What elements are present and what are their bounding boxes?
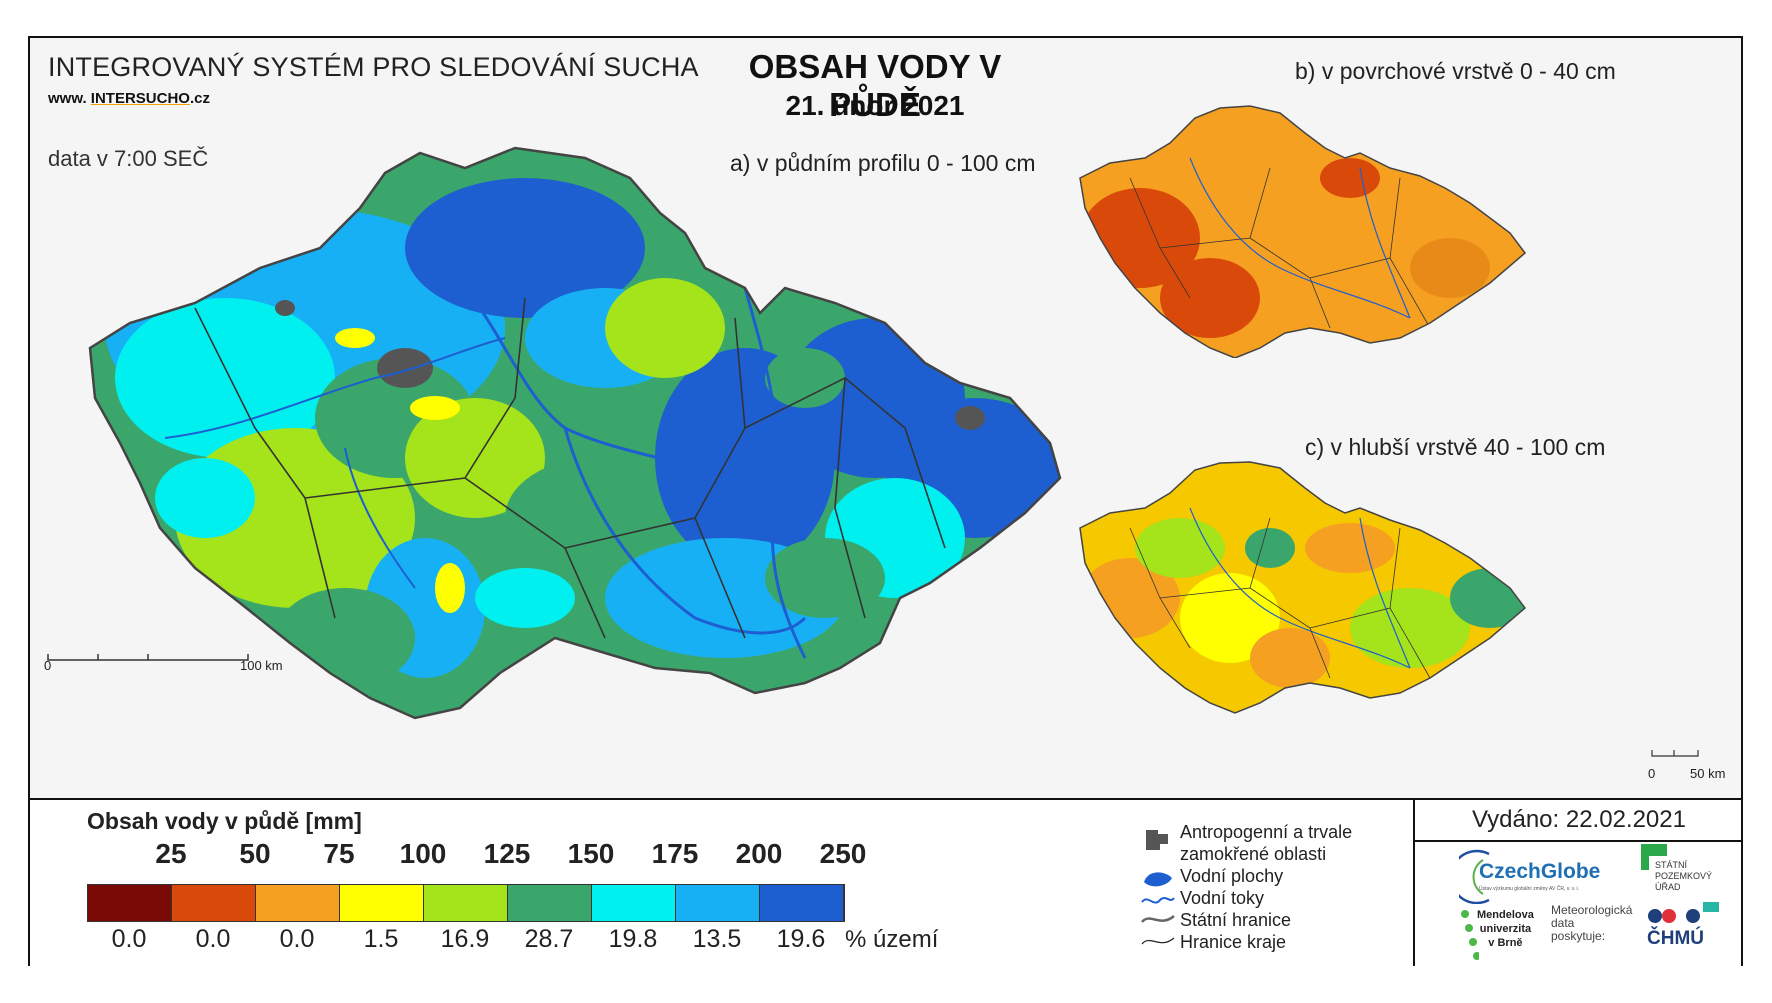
main-date: 21. únor 2021: [785, 90, 965, 121]
symbol-rivers: Vodní toky: [1180, 888, 1265, 908]
legend-percent: 28.7: [524, 925, 574, 953]
symbol-state-border: Státní hranice: [1180, 910, 1292, 930]
chmu-logo: ČHMÚ: [1647, 906, 1727, 956]
legend-swatch: [760, 885, 844, 921]
legend-percent: 19.8: [608, 925, 658, 953]
map-area: INTEGROVANÝ SYSTÉM PRO SLEDOVÁNÍ SUCHA w…: [30, 38, 1741, 798]
legend-swatch: [256, 885, 340, 921]
mendel-line-3: v Brně: [1488, 937, 1523, 949]
spu-line-2: POZEMKOVÝ: [1655, 871, 1713, 881]
web-main: INTERSUCHO: [90, 90, 190, 107]
scale-main-end: 100 km: [240, 658, 283, 673]
mendel-line-2: univerzita: [1479, 923, 1532, 935]
mendelu-logo: Mendelova univerzita v Brně: [1459, 908, 1539, 966]
map-poster: INTEGROVANÝ SYSTÉM PRO SLEDOVÁNÍ SUCHA w…: [28, 36, 1743, 966]
legend-title: Obsah vody v půdě [mm]: [87, 808, 362, 834]
scale-small-start: 0: [1648, 766, 1656, 781]
met-line-3: poskytuje:: [1551, 929, 1606, 943]
map-c: [1079, 461, 1527, 714]
legend-percent: 1.5: [363, 925, 399, 953]
legend-threshold: 50: [239, 838, 271, 869]
legend-threshold: 150: [567, 838, 615, 869]
legend-threshold: 75: [323, 838, 355, 869]
met-line-1: Meteorologická: [1551, 903, 1633, 917]
water-body-icon: [1144, 872, 1172, 887]
czechglobe-name: CzechGlobe: [1479, 860, 1601, 883]
scale-bar-small: [1651, 750, 1699, 757]
river-icon: [1141, 897, 1175, 904]
legend-percent: 0.0: [279, 925, 315, 953]
anthropogenic-icon: [1146, 830, 1168, 850]
map-a-label: a) v půdním profilu 0 - 100 cm: [730, 150, 1036, 176]
percent-unit: % území: [845, 926, 939, 953]
symbol-region-border: Hranice kraje: [1180, 932, 1287, 952]
legend-percent: 16.9: [440, 925, 490, 953]
mendel-line-1: Mendelova: [1477, 909, 1534, 921]
map-b: [1079, 105, 1527, 358]
czechglobe-logo: CzechGlobe Ústav výzkumu globální změny …: [1459, 848, 1601, 904]
issued-date: Vydáno: 22.02.2021: [1415, 800, 1743, 842]
system-title: INTEGROVANÝ SYSTÉM PRO SLEDOVÁNÍ SUCHA: [48, 52, 699, 82]
symbol-anthropogenic-2: zamokřené oblasti: [1180, 844, 1327, 864]
legend-threshold: 25: [155, 838, 187, 869]
legend-threshold: 100: [399, 838, 447, 869]
map-b-label: b) v povrchové vrstvě 0 - 40 cm: [1295, 58, 1616, 84]
legend-percent: 0.0: [195, 925, 231, 953]
czechglobe-subtitle: Ústav výzkumu globální změny AV ČR, v. v…: [1479, 886, 1580, 892]
legend-threshold: 250: [819, 838, 867, 869]
issuer-box: Vydáno: 22.02.2021 CzechGlobe Ústav výzk…: [1413, 800, 1743, 966]
scale-main-start: 0: [44, 658, 52, 673]
map-c-label: c) v hlubší vrstvě 40 - 100 cm: [1305, 434, 1606, 460]
legend-swatch: [676, 885, 760, 921]
data-time: data v 7:00 SEČ: [48, 146, 209, 171]
legend-percent: 13.5: [692, 925, 742, 953]
met-data-text: Meteorologická data poskytuje:: [1551, 904, 1641, 962]
legend-swatch: [172, 885, 256, 921]
map-a: [88, 146, 1062, 720]
state-border-icon: [1141, 914, 1175, 923]
met-line-2: data: [1551, 916, 1575, 930]
symbol-anthropogenic-1: Antropogenní a trvale: [1180, 822, 1353, 842]
legend-percent: 19.6: [776, 925, 826, 953]
legend-threshold: 125: [483, 838, 531, 869]
legend-swatch: [508, 885, 592, 921]
main-title: OBSAH VODY V PŮDĚ: [748, 48, 1002, 123]
legend-swatch: [340, 885, 424, 921]
spu-line-3: ÚŘAD: [1655, 882, 1681, 892]
web-prefix: www.: [48, 90, 87, 107]
legend-panel: Obsah vody v půdě [mm] 25 50 75 100 125 150 17…: [30, 798, 1743, 966]
region-border-icon: [1141, 937, 1175, 945]
symbol-water-bodies: Vodní plochy: [1180, 866, 1284, 886]
web-suffix: .cz: [189, 90, 210, 107]
legend-swatch: [88, 885, 172, 921]
scale-bar-main: [47, 654, 249, 661]
chmu-name: ČHMÚ: [1647, 928, 1704, 949]
spu-logo: STÁTNÍ POZEMKOVÝ ÚŘAD: [1641, 844, 1731, 912]
legend-swatch: [592, 885, 676, 921]
website-link[interactable]: www. INTERSUCHO.cz: [48, 90, 210, 107]
legend-threshold: 200: [735, 838, 783, 869]
legend-color-bar: [87, 884, 845, 922]
legend-swatch: [424, 885, 508, 921]
legend-percent: 0.0: [111, 925, 147, 953]
spu-line-1: STÁTNÍ: [1655, 860, 1688, 870]
scale-small-end: 50 km: [1690, 766, 1726, 781]
legend-threshold: 175: [651, 838, 699, 869]
